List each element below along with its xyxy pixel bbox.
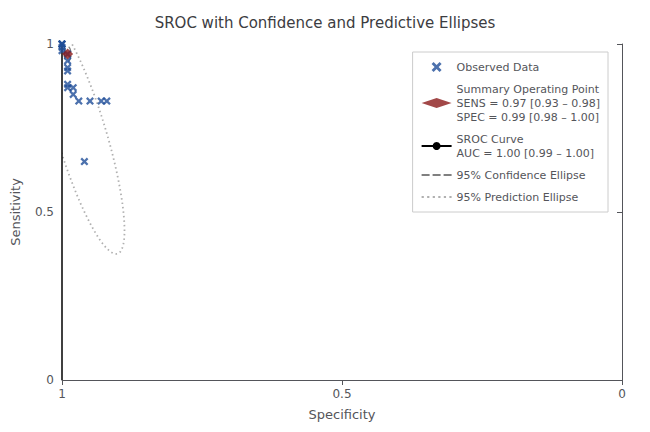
svg-text:Sensitivity: Sensitivity — [8, 178, 23, 246]
svg-text:0.5: 0.5 — [35, 205, 54, 219]
svg-text:Summary Operating Point: Summary Operating Point — [457, 83, 600, 96]
svg-text:AUC = 1.00 [0.99 – 1.00]: AUC = 1.00 [0.99 – 1.00] — [457, 147, 595, 160]
svg-text:0: 0 — [46, 373, 54, 387]
svg-text:95% Prediction Ellipse: 95% Prediction Ellipse — [457, 191, 579, 204]
svg-text:SPEC = 0.99 [0.98 – 1.00]: SPEC = 0.99 [0.98 – 1.00] — [457, 111, 600, 124]
svg-text:Specificity: Specificity — [309, 407, 376, 422]
svg-text:SROC Curve: SROC Curve — [457, 133, 524, 146]
svg-text:SENS = 0.97 [0.93 – 0.98]: SENS = 0.97 [0.93 – 0.98] — [457, 97, 600, 110]
svg-text:0.5: 0.5 — [332, 387, 351, 401]
svg-text:1: 1 — [46, 37, 54, 51]
svg-text:SROC with Confidence and Predi: SROC with Confidence and Predictive Elli… — [155, 14, 496, 32]
svg-text:0: 0 — [618, 387, 626, 401]
svg-text:Observed Data: Observed Data — [457, 61, 540, 74]
svg-text:1: 1 — [58, 387, 66, 401]
svg-text:95% Confidence Ellipse: 95% Confidence Ellipse — [457, 169, 586, 182]
